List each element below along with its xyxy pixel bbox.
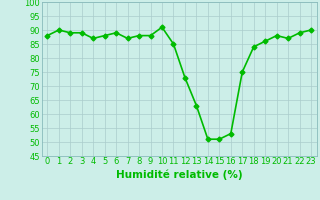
X-axis label: Humidité relative (%): Humidité relative (%) (116, 169, 243, 180)
